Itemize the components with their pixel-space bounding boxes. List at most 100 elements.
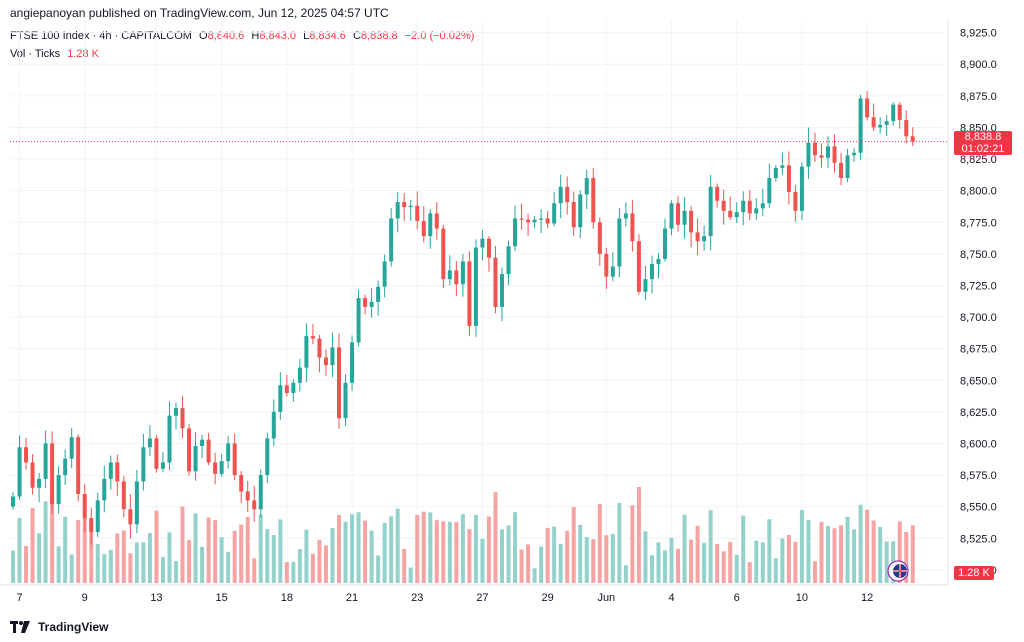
- candle-body: [486, 238, 491, 258]
- candle-body: [910, 136, 915, 142]
- close-label: C: [352, 30, 361, 42]
- time-tick-label: 12: [861, 592, 873, 604]
- volume-bar: [219, 537, 224, 583]
- volume-bar: [865, 509, 870, 583]
- time-axis: 7 9 13 15 18 21 23 27 29 Jun 4 6 10 12: [16, 592, 873, 604]
- volume-bar: [721, 551, 726, 583]
- publish-line: angiepanoyan published on TradingView.co…: [10, 6, 389, 20]
- volume-bar: [513, 512, 518, 583]
- candle-body: [193, 446, 198, 472]
- candle-body: [258, 475, 263, 510]
- volume-bar: [278, 519, 283, 583]
- low-label: L: [303, 30, 310, 42]
- time-tick-label: 23: [411, 592, 423, 604]
- last-price-tag: 8,838.8 01:02:21: [954, 131, 1012, 155]
- candle-body: [343, 382, 348, 419]
- volume-bar: [884, 541, 889, 583]
- candle-body: [826, 146, 830, 158]
- candle-body: [884, 121, 889, 125]
- volume-bar: [578, 524, 583, 583]
- volume-bar: [415, 514, 420, 583]
- candle-body: [76, 437, 81, 495]
- candle-body: [304, 336, 309, 368]
- candle-body: [865, 98, 870, 118]
- time-tick-label: 21: [346, 592, 358, 604]
- last-price-value: 8,838.8: [964, 131, 1002, 143]
- candle-body: [721, 200, 726, 211]
- candle-body: [226, 443, 231, 462]
- candle-body: [617, 218, 622, 267]
- candle-body: [278, 385, 283, 412]
- volume-label[interactable]: Vol · Ticks: [10, 48, 61, 60]
- candle-body: [382, 261, 387, 287]
- volume-bar: [656, 542, 661, 583]
- candle-body: [317, 338, 322, 358]
- candle-body: [43, 443, 48, 479]
- volume-bar: [695, 525, 700, 583]
- candle-body: [799, 166, 804, 211]
- volume-bar: [323, 545, 328, 583]
- time-tick-label: Jun: [597, 592, 615, 604]
- volume-bar: [284, 561, 289, 583]
- volume-bar: [636, 487, 641, 583]
- candle-body: [187, 428, 192, 472]
- candle-body: [310, 336, 315, 339]
- time-tick-label: 18: [281, 592, 293, 604]
- volume-bar: [121, 530, 126, 583]
- candle-body: [69, 437, 74, 459]
- candle-body: [852, 152, 857, 156]
- volume-bar: [630, 505, 635, 583]
- volume-bar: [63, 516, 68, 583]
- price-tick-label: 8,800.0: [960, 186, 997, 198]
- volume-bar: [610, 533, 615, 583]
- candle-body: [17, 447, 22, 497]
- candle-body: [754, 208, 759, 214]
- candle-body: [552, 203, 557, 224]
- candle-body: [402, 202, 407, 208]
- candle-body: [376, 286, 381, 302]
- candle-body: [773, 167, 778, 179]
- volume-bar: [812, 561, 817, 583]
- candle-body: [134, 481, 139, 525]
- volume-bar: [291, 561, 296, 583]
- candle-body: [369, 301, 374, 307]
- candle-body: [11, 496, 15, 507]
- volume-bar: [754, 540, 759, 583]
- volume-bar: [421, 511, 426, 583]
- price-tick-label: 8,900.0: [960, 59, 997, 71]
- volume-bar: [819, 521, 824, 583]
- volume-bar: [708, 510, 713, 583]
- flag-icon[interactable]: [887, 560, 909, 582]
- candle-body: [493, 257, 498, 307]
- candle-body: [428, 213, 433, 237]
- volume-bar: [82, 517, 87, 583]
- price-tick-label: 8,525.0: [960, 533, 997, 545]
- candle-body: [526, 219, 531, 223]
- volume-bar: [213, 520, 218, 583]
- volume-bar: [30, 508, 35, 583]
- candle-body: [160, 462, 165, 469]
- candle-body: [291, 382, 296, 393]
- candle-body: [741, 200, 746, 213]
- candle-body: [845, 155, 850, 179]
- volume-bar: [649, 555, 654, 583]
- time-tick-label: 4: [668, 592, 674, 604]
- volume-tag: 1.28 K: [954, 566, 994, 580]
- volume-bar: [428, 512, 433, 583]
- volume-bar: [519, 549, 524, 583]
- volume-bar: [832, 528, 837, 583]
- candle-body: [141, 447, 146, 482]
- candle-body: [350, 342, 355, 383]
- candle-body: [760, 203, 765, 209]
- tradingview-brand[interactable]: TradingView: [10, 620, 108, 634]
- volume-bar: [343, 521, 348, 583]
- volume-bar: [871, 520, 876, 583]
- brand-name: TradingView: [38, 620, 109, 634]
- volume-bar: [76, 520, 81, 583]
- candle-body: [265, 438, 270, 476]
- chart-grid: [0, 20, 949, 586]
- volume-bar: [239, 524, 244, 583]
- volume-bar: [271, 535, 276, 583]
- volume-bar: [447, 521, 452, 583]
